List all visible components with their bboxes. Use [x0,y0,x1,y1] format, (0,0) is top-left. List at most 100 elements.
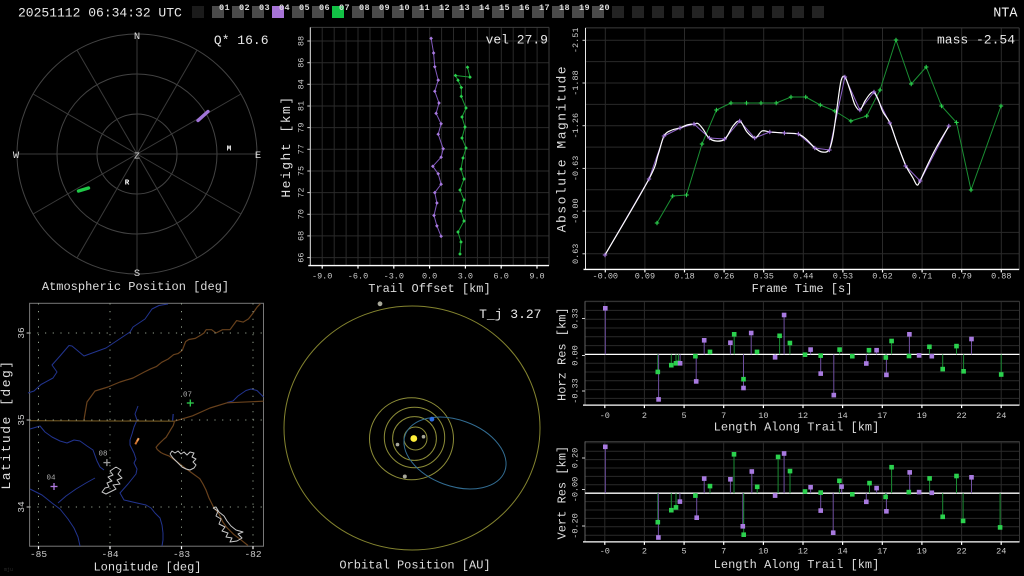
svg-text:0.09: 0.09 [635,272,655,282]
svg-text:14: 14 [479,3,490,13]
svg-text:-84: -84 [101,549,118,560]
svg-text:12: 12 [439,3,450,13]
svg-text:88: 88 [297,36,307,46]
svg-text:mass -2.54: mass -2.54 [937,33,1015,48]
svg-text:13: 13 [459,3,470,13]
svg-text:68: 68 [297,231,307,241]
svg-text:0.35: 0.35 [753,272,773,282]
svg-text:-0.63: -0.63 [571,156,581,182]
svg-text:08: 08 [359,3,370,13]
svg-text:Latitude [deg]: Latitude [deg] [0,359,14,489]
svg-text:-1.88: -1.88 [571,70,581,96]
svg-text:Vert Res [km]: Vert Res [km] [556,446,570,540]
svg-text:S: S [134,268,140,280]
svg-text:66: 66 [297,252,307,262]
svg-text:0.20: 0.20 [571,448,581,468]
svg-text:M: M [227,146,232,154]
svg-text:0.62: 0.62 [872,272,892,282]
svg-text:03: 03 [259,3,270,13]
svg-text:0.33: 0.33 [571,308,581,328]
svg-text:06: 06 [319,3,330,13]
svg-text:14: 14 [837,411,847,421]
svg-text:0.0: 0.0 [422,272,437,282]
svg-text:mju: mju [4,567,13,573]
svg-text:01: 01 [219,3,230,13]
svg-text:19: 19 [917,411,927,421]
svg-text:Trail Offset [km]: Trail Offset [km] [368,282,490,296]
svg-text:11: 11 [419,3,430,13]
svg-text:10: 10 [758,547,768,557]
svg-text:24: 24 [996,411,1006,421]
svg-text:Atmospheric Position [deg]: Atmospheric Position [deg] [42,280,229,294]
svg-text:2: 2 [642,547,647,557]
svg-text:19: 19 [917,547,927,557]
svg-text:-0.00: -0.00 [571,477,581,503]
svg-text:17: 17 [539,3,550,13]
svg-text:Orbital Position [AU]: Orbital Position [AU] [339,559,490,573]
svg-text:12: 12 [798,547,808,557]
svg-text:14: 14 [837,547,847,557]
svg-text:W: W [13,150,20,162]
svg-text:-1.26: -1.26 [571,113,581,139]
svg-text:0.71: 0.71 [912,272,932,282]
svg-text:05: 05 [299,3,310,13]
svg-text:-3.0: -3.0 [384,272,404,282]
svg-text:-0.20: -0.20 [571,513,581,539]
svg-text:0.18: 0.18 [674,272,694,282]
svg-text:0.79: 0.79 [951,272,971,282]
svg-text:Frame Time [s]: Frame Time [s] [752,282,853,296]
svg-text:5: 5 [682,547,687,557]
svg-text:Horz Res [km]: Horz Res [km] [556,307,570,401]
svg-text:-6.0: -6.0 [348,272,368,282]
svg-text:9.0: 9.0 [529,272,544,282]
svg-text:Longitude [deg]: Longitude [deg] [93,561,201,575]
svg-text:75: 75 [297,166,307,176]
svg-text:7: 7 [721,411,726,421]
svg-text:0.63: 0.63 [571,244,581,264]
svg-text:3.0: 3.0 [458,272,473,282]
svg-text:-0: -0 [600,547,610,557]
svg-text:08: 08 [98,451,107,459]
svg-text:N: N [134,31,140,43]
svg-text:0.26: 0.26 [714,272,734,282]
svg-text:-82: -82 [244,549,261,560]
svg-text:36: 36 [16,327,27,339]
svg-text:18: 18 [559,3,570,13]
svg-text:0.00: 0.00 [571,345,581,365]
svg-text:81: 81 [297,101,307,111]
svg-text:7: 7 [721,547,726,557]
svg-text:16: 16 [519,3,530,13]
svg-text:R: R [125,180,130,188]
svg-text:09: 09 [379,3,390,13]
svg-text:22: 22 [956,411,966,421]
svg-text:17: 17 [877,411,887,421]
svg-text:07: 07 [339,3,350,13]
svg-text:19: 19 [579,3,590,13]
svg-text:-85: -85 [30,549,47,560]
svg-text:Absolute Magnitude: Absolute Magnitude [555,65,570,232]
svg-text:20: 20 [599,3,610,13]
svg-text:86: 86 [297,58,307,68]
svg-text:17: 17 [877,547,887,557]
svg-text:-83: -83 [173,549,190,560]
svg-text:-0.33: -0.33 [571,378,581,404]
svg-text:E: E [255,150,261,162]
svg-text:6.0: 6.0 [494,272,509,282]
svg-text:24: 24 [996,547,1006,557]
svg-text:20251112 06:34:32 UTC: 20251112 06:34:32 UTC [18,6,182,21]
svg-text:NTA: NTA [993,7,1018,22]
svg-text:79: 79 [297,122,307,132]
svg-text:15: 15 [499,3,510,13]
svg-text:-0.00: -0.00 [571,198,581,224]
svg-text:0.53: 0.53 [833,272,853,282]
svg-text:Height [km]: Height [km] [279,95,294,197]
svg-text:10: 10 [399,3,410,13]
svg-text:22: 22 [956,547,966,557]
svg-text:Length Along Trail [km]: Length Along Trail [km] [714,558,880,572]
svg-text:0.44: 0.44 [793,272,813,282]
svg-text:T_j 3.27: T_j 3.27 [479,307,541,322]
svg-text:10: 10 [758,411,768,421]
svg-text:-0: -0 [600,411,610,421]
svg-text:Length Along Trail [km]: Length Along Trail [km] [714,421,880,435]
svg-text:2: 2 [642,411,647,421]
